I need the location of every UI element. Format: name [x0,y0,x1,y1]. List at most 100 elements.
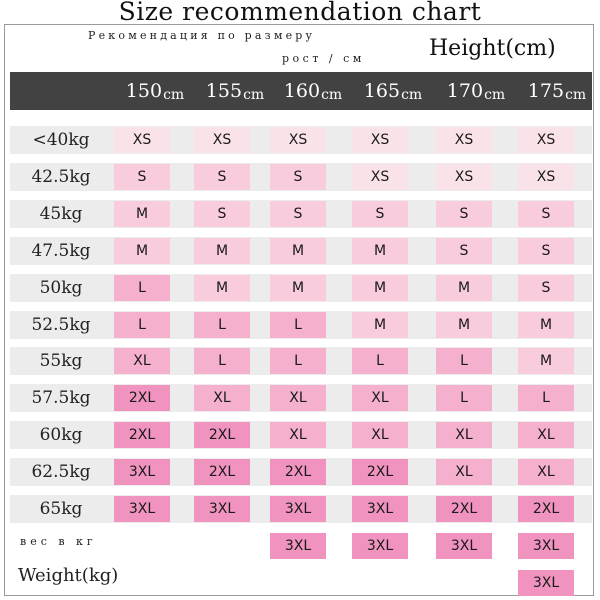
size-cell: XL [518,459,574,486]
height-header-155: 155 cm [195,72,275,110]
height-unit: cm [321,87,343,103]
size-cell: XS [194,127,250,153]
size-cell: S [270,200,326,227]
size-cell: S [518,200,574,227]
size-cell: L [518,385,574,412]
weight-label: 42.5kg [31,166,91,187]
size-cell: S [352,200,408,227]
weight-label: 47.5kg [31,240,91,261]
size-cell: 3XL [352,496,408,522]
size-cell: M [270,274,326,301]
size-cell: XS [436,163,492,190]
height-unit: cm [163,87,185,103]
size-cell: M [114,237,170,264]
size-cell: M [518,348,574,375]
height-header-bar [10,72,592,110]
size-cell: L [194,311,250,338]
russian-weight-label: вес в кг [20,535,97,548]
size-cell: XS [114,127,170,153]
height-value: 165 [363,80,401,102]
size-cell: XL [436,422,492,449]
height-unit: cm [484,87,506,103]
size-cell: XL [194,385,250,412]
weight-label: 50kg [39,277,83,298]
weight-axis-label: Weight(kg) [18,565,119,586]
size-cell: XS [352,163,408,190]
size-cell: XL [352,422,408,449]
size-cell: XL [436,459,492,486]
chart-frame [4,24,594,596]
size-cell: S [270,163,326,190]
size-cell: 2XL [352,459,408,486]
size-cell: 2XL [114,385,170,412]
size-cell: 2XL [114,422,170,449]
size-cell: 3XL [270,496,326,522]
size-cell: L [436,385,492,412]
size-cell: 2XL [270,459,326,486]
size-cell: 2XL [436,496,492,522]
size-cell: M [436,274,492,301]
size-cell: S [436,237,492,264]
height-unit: cm [243,87,265,103]
height-unit: cm [401,87,423,103]
size-cell: L [270,311,326,338]
height-value: 170 [446,80,484,102]
height-header-150: 150 cm [115,72,195,110]
chart-title: Size recommendation chart [118,0,482,26]
size-cell: S [114,163,170,190]
size-cell: S [436,200,492,227]
size-cell: L [436,348,492,375]
size-cell: S [194,163,250,190]
size-cell: XL [270,385,326,412]
weight-label: 57.5kg [31,388,91,409]
height-header-175: 175 cm [517,72,597,110]
size-cell: XS [518,127,574,153]
weight-label: 45kg [39,203,83,224]
size-cell: M [352,311,408,338]
size-cell: M [270,237,326,264]
size-cell: XS [270,127,326,153]
height-header-165: 165 cm [353,72,433,110]
size-cell: 3XL [518,569,574,596]
size-cell: XL [270,422,326,449]
size-cell: 3XL [270,532,326,559]
size-cell: M [352,274,408,301]
height-unit: cm [565,87,587,103]
height-header-160: 160 cm [273,72,353,110]
size-cell: M [114,200,170,227]
size-cell: 3XL [114,459,170,486]
russian-subtitle: Рекомендация по размеру [88,29,316,42]
weight-label: 55kg [39,351,83,372]
size-cell: XS [352,127,408,153]
size-cell: 3XL [352,532,408,559]
weight-label: 60kg [39,425,83,446]
size-cell: XL [518,422,574,449]
size-cell: L [114,274,170,301]
size-cell: M [352,237,408,264]
weight-label: 65kg [39,499,83,519]
size-cell: L [194,348,250,375]
height-axis-label: Height(cm) [429,36,556,61]
height-value: 175 [527,80,565,102]
weight-label: 62.5kg [31,462,91,483]
size-cell: M [194,237,250,264]
size-cell: M [436,311,492,338]
weight-label: 52.5kg [31,314,91,335]
size-cell: S [194,200,250,227]
size-cell: L [270,348,326,375]
size-cell: 2XL [518,496,574,522]
size-cell: XL [114,348,170,375]
size-cell: 3XL [194,496,250,522]
size-cell: 2XL [194,422,250,449]
size-cell: L [114,311,170,338]
size-cell: L [352,348,408,375]
height-value: 155 [205,80,243,102]
size-cell: M [194,274,250,301]
size-cell: 3XL [114,496,170,522]
size-cell: 2XL [194,459,250,486]
height-value: 150 [125,80,163,102]
size-cell: M [518,311,574,338]
size-cell: 3XL [518,532,574,559]
size-cell: S [518,237,574,264]
size-cell: S [518,274,574,301]
